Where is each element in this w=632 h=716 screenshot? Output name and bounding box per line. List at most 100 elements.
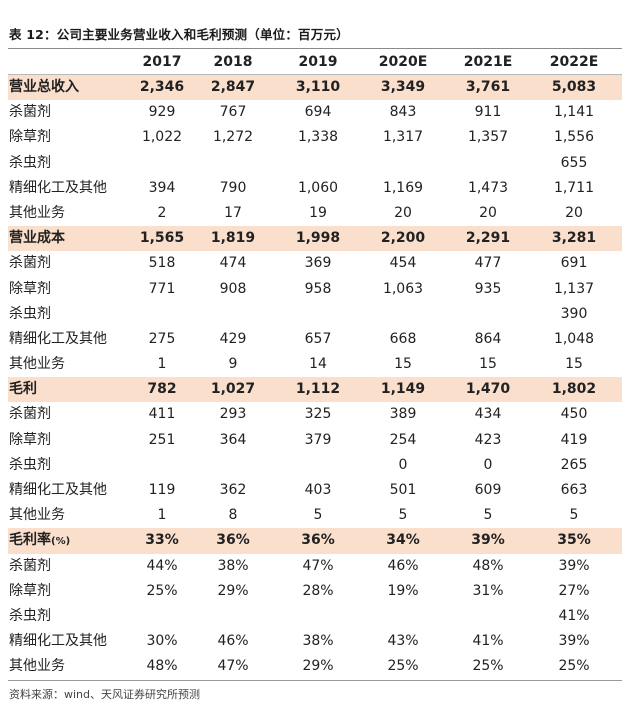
table-row: 精细化工及其他 119 362 403 501 609 663 (8, 478, 622, 503)
table-cell: 41% (472, 633, 504, 650)
table-cell: 1,149 (380, 381, 426, 398)
table-cell: 30% (146, 633, 178, 650)
table-cell: 1,060 (297, 179, 339, 196)
table-cell: 265 (560, 456, 588, 473)
table-cell: 2,200 (380, 230, 426, 247)
table-cell: 39% (558, 633, 590, 650)
row-label-text: 营业总收入 (9, 79, 79, 95)
table-cell (122, 302, 202, 327)
table-cell: 1,711 (553, 179, 595, 196)
section-row: 营业总收入 2,346 2,847 3,110 3,349 3,761 5,083 (8, 75, 622, 101)
table-cell: 411 (148, 406, 176, 423)
table-cell: 1,027 (210, 381, 256, 398)
table-row: 杀虫剂 0 0 265 (8, 453, 622, 478)
table-cell: 935 (474, 280, 502, 297)
column-header: 2020E (378, 54, 428, 70)
table-cell: 394 (148, 179, 176, 196)
row-label-text: 除草剂 (9, 280, 51, 297)
table-cell (122, 151, 202, 176)
table-cell: 46% (387, 557, 419, 574)
table-cell: 293 (219, 406, 247, 423)
table-cell: 518 (148, 255, 176, 272)
table-cell: 8 (228, 507, 238, 524)
table-cell (278, 302, 358, 327)
table-cell: 403 (304, 482, 332, 498)
table-cell: 5 (398, 507, 408, 524)
table-row: 精细化工及其他 275 429 657 668 864 1,048 (8, 327, 622, 352)
column-header: 2017 (142, 54, 182, 70)
row-label: 杀虫剂 (9, 151, 51, 176)
row-label-text: 杀菌剂 (9, 557, 51, 574)
column-header: 2018 (213, 54, 253, 70)
table-row: 杀菌剂 411 293 325 389 434 450 (8, 402, 622, 427)
row-label-text: 其他业务 (9, 507, 65, 524)
table-cell: 423 (474, 431, 502, 448)
table-cell: 9 (228, 356, 238, 373)
table-cell: 663 (560, 482, 588, 498)
row-label-text: 精细化工及其他 (9, 330, 107, 347)
table-cell: 41% (558, 607, 590, 624)
table-cell: 1,141 (553, 104, 595, 121)
table-cell (363, 151, 443, 176)
table-cell: 15 (394, 356, 412, 373)
row-label: 精细化工及其他 (9, 176, 107, 201)
row-label-text: 其他业务 (9, 356, 65, 373)
table-cell: 27% (558, 582, 590, 599)
table-cell: 19% (387, 582, 419, 599)
table-cell: 655 (560, 154, 588, 171)
table-cell: 25% (146, 582, 178, 599)
row-label-text: 杀虫剂 (9, 154, 51, 171)
table-cell: 1,169 (382, 179, 424, 196)
row-label: 毛利 (9, 377, 37, 402)
table-cell: 3,281 (551, 230, 597, 247)
table-header: 2017 2018 2019 2020E 2021E 2022E (8, 50, 622, 74)
row-label-text: 杀虫剂 (9, 456, 51, 473)
section-row: 毛利率(%) 33% 36% 36% 34% 39% 35% (8, 528, 622, 554)
table-row: 精细化工及其他 394 790 1,060 1,169 1,473 1,711 (8, 176, 622, 201)
table-cell: 34% (386, 532, 420, 549)
row-label: 除草剂 (9, 428, 51, 453)
table-cell: 454 (389, 255, 417, 272)
table-cell: 1,998 (295, 230, 341, 247)
row-label-text: 除草剂 (9, 431, 51, 448)
table-cell: 20 (565, 204, 583, 221)
table-cell: 389 (389, 406, 417, 423)
row-label-text: 杀虫剂 (9, 305, 51, 322)
table-cell (363, 302, 443, 327)
row-label: 杀虫剂 (9, 302, 51, 327)
row-label: 杀菌剂 (9, 402, 51, 427)
table-cell (278, 453, 358, 478)
table-cell: 929 (148, 104, 176, 121)
table-cell: 275 (148, 330, 176, 347)
table-cell (193, 151, 273, 176)
row-label: 其他业务 (9, 352, 65, 377)
table-row: 杀菌剂 44% 38% 47% 46% 48% 39% (8, 554, 622, 579)
table-cell: 1,112 (295, 381, 341, 398)
row-label-text: 精细化工及其他 (9, 482, 107, 498)
table-cell: 1,048 (553, 330, 595, 347)
table-cell: 668 (389, 330, 417, 347)
table-cell: 609 (474, 482, 502, 498)
column-header: 2019 (298, 54, 338, 70)
table-title: 表 12：公司主要业务营业收入和毛利预测（单位：百万元） (9, 27, 349, 42)
row-label-text: 杀虫剂 (9, 607, 51, 624)
table-cell: 1,819 (210, 230, 256, 247)
table-cell: 39% (471, 532, 505, 549)
table-cell: 0 (483, 456, 493, 473)
row-label-text: 除草剂 (9, 582, 51, 599)
table-cell: 908 (219, 280, 247, 297)
table-row: 杀虫剂 655 (8, 151, 622, 176)
table-cell: 782 (147, 381, 177, 398)
row-label: 除草剂 (9, 277, 51, 302)
row-label: 营业总收入 (9, 75, 79, 100)
table-cell (122, 453, 202, 478)
table-cell: 911 (474, 104, 502, 121)
table-cell: 15 (565, 356, 583, 373)
row-label-text: 精细化工及其他 (9, 179, 107, 196)
table-cell: 390 (560, 305, 588, 322)
row-label: 其他业务 (9, 503, 65, 528)
row-label: 精细化工及其他 (9, 327, 107, 352)
table-cell: 3,761 (465, 79, 511, 95)
row-label-text: 杀菌剂 (9, 255, 51, 272)
table-cell: 48% (472, 557, 504, 574)
